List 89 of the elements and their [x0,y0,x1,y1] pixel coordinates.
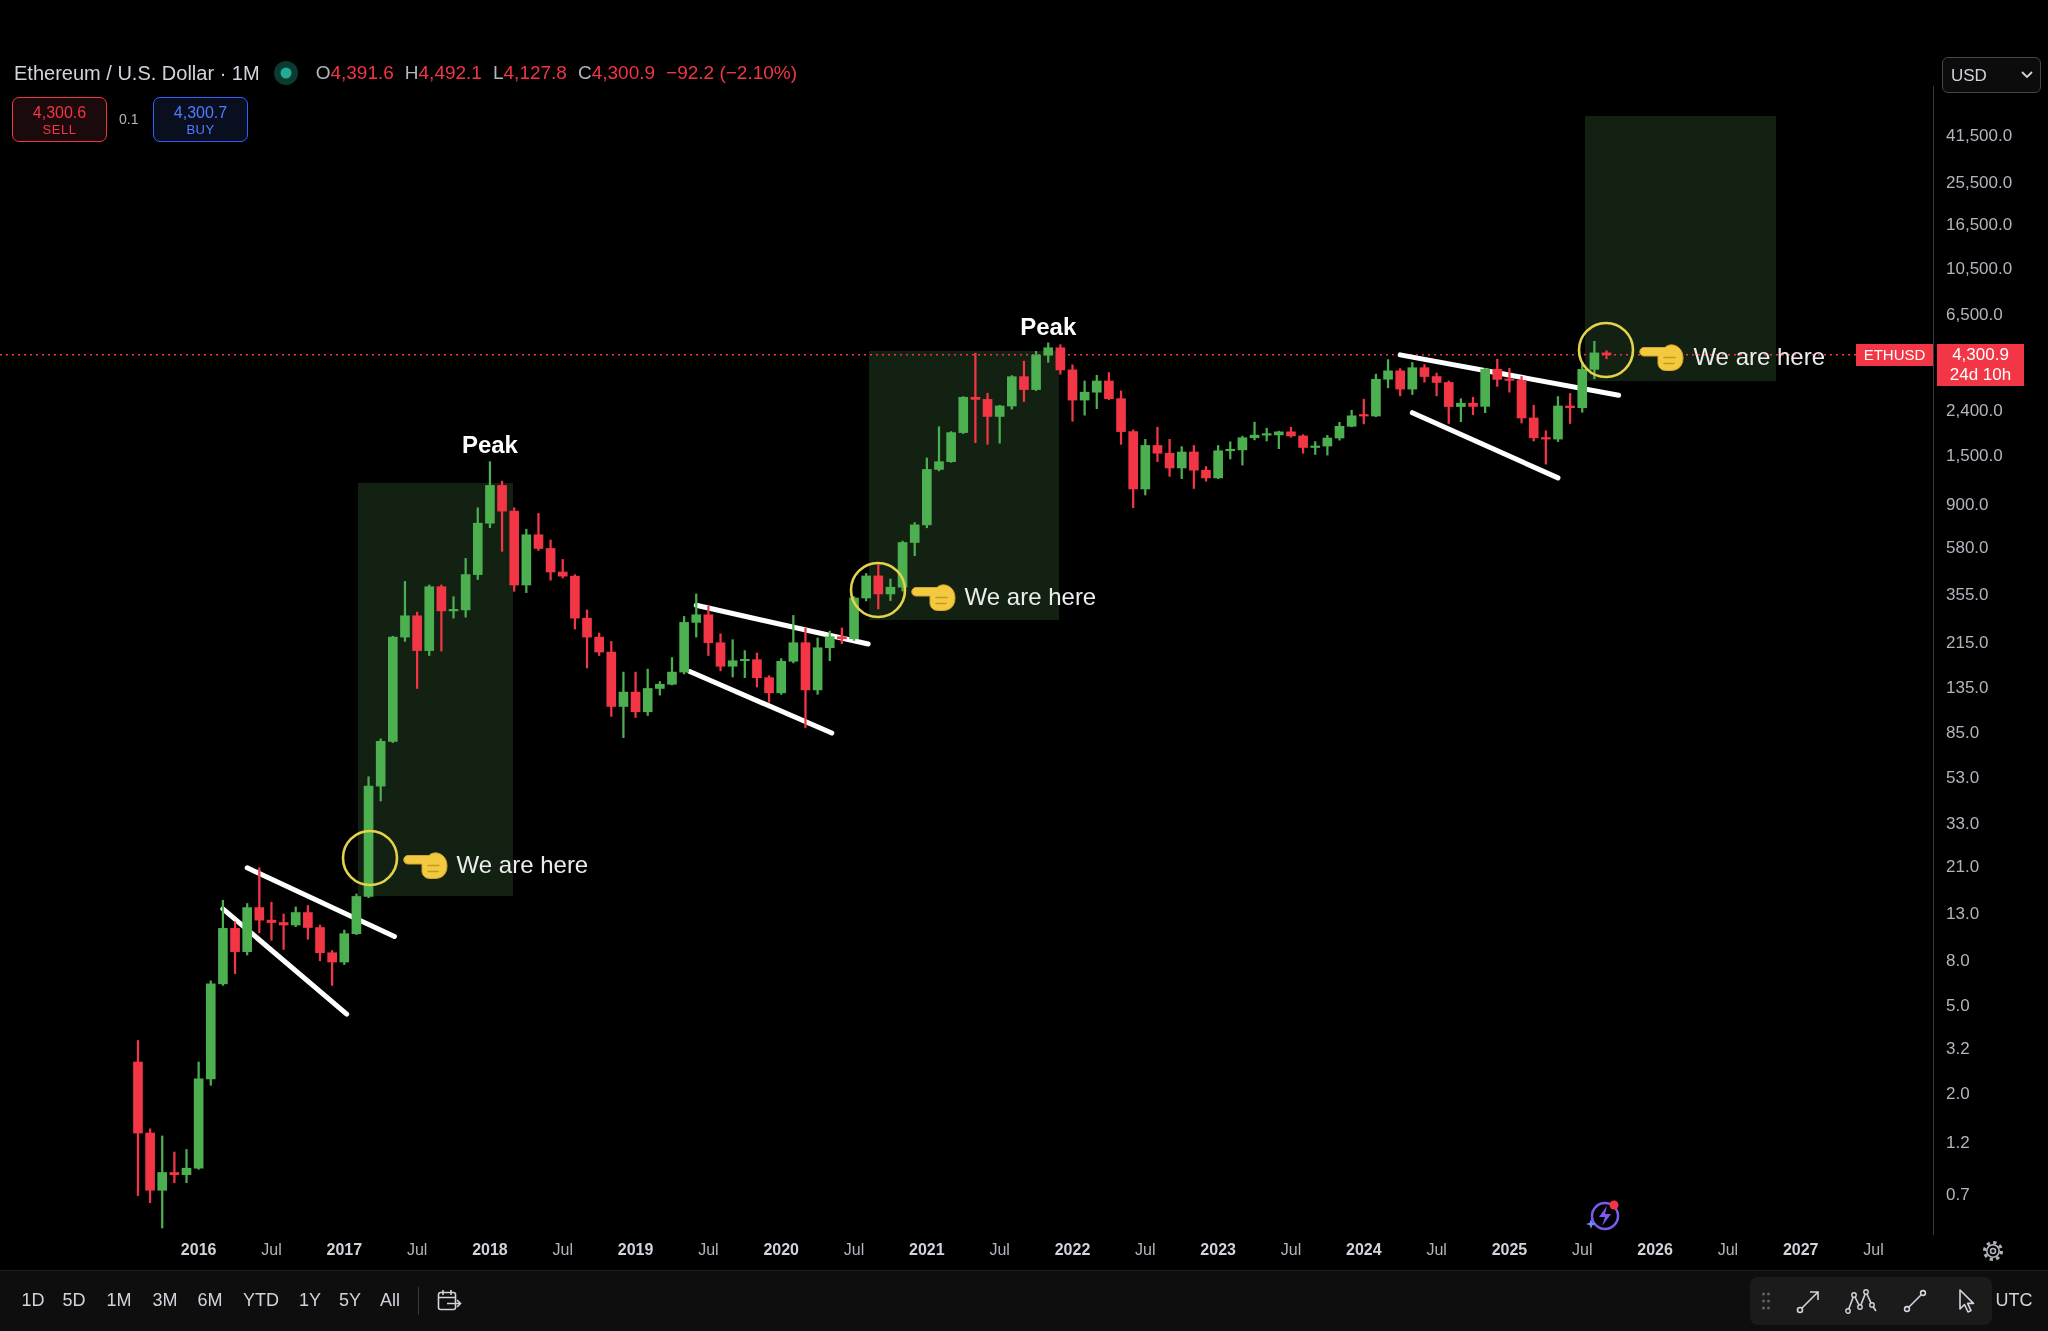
chart-title: Ethereum / U.S. Dollar · 1M [14,61,260,85]
annotation: SELL [42,121,77,137]
x-tick-label: 2020 [763,1241,800,1259]
y-tick-label: 13.0 [1946,903,1980,923]
currency-dropdown[interactable]: USD [1942,57,2041,93]
x-tick-label: 2017 [326,1241,363,1259]
x-tick-label: 2019 [617,1241,654,1259]
y-tick-label: 0.7 [1946,1185,1970,1205]
text: 1Y [298,1290,322,1311]
x-tick-label: 2023 [1200,1241,1237,1259]
y-tick-label: 1,500.0 [1946,446,2003,466]
text: L [492,61,504,85]
x-tick-label: Jul [1572,1241,1593,1259]
x-tick-label: 2024 [1345,1241,1382,1259]
text: 6M [197,1290,223,1311]
text: −92.2 (−2.10%) [666,61,798,85]
y-tick-label: 16,500.0 [1946,214,2013,234]
text: C [577,61,592,85]
y-tick-label: 5.0 [1946,995,1970,1015]
y-tick-label: 1.2 [1946,1133,1970,1153]
annotation: Peak [461,431,519,459]
x-tick-label: Jul [989,1241,1010,1259]
text: 4,300.9 [1951,344,2010,365]
x-tick-label: 2021 [909,1241,945,1259]
annotation: 4,300.7 [173,102,228,122]
y-tick-label: 580.0 [1946,537,1989,557]
text: All [379,1290,401,1311]
text: 1D [21,1290,45,1311]
text: YTD [243,1290,279,1311]
candlestick [278,913,289,950]
y-tick-label: 53.0 [1946,768,1980,788]
candlestick [1152,426,1163,462]
x-tick-label: 2016 [180,1241,217,1259]
annotation: We are here [964,583,1097,612]
x-tick-label: Jul [261,1241,282,1259]
text: 4,492.1 [418,61,482,85]
annotation: We are here [1693,343,1826,371]
y-tick-label: 215.0 [1946,633,1989,653]
y-tick-label: 85.0 [1946,722,1980,742]
candlestick [618,671,629,739]
y-tick-label: 135.0 [1946,678,1989,698]
y-tick-label: 3.2 [1946,1038,1970,1058]
text: 24d 10h [1948,364,2013,385]
annotation: Peak [1020,312,1077,340]
x-tick-label: Jul [552,1241,573,1259]
sell-button[interactable]: 4,300.6 SELL [12,97,107,142]
annotation: 0.1 [119,111,139,127]
y-tick-label: 2,400.0 [1946,400,2003,420]
y-tick-label: 25,500.0 [1946,173,2013,193]
text: 4,127.8 [503,61,567,85]
y-tick-label: 2.0 [1946,1084,1970,1104]
buy-button[interactable]: 4,300.7 BUY [153,97,248,142]
y-tick-label: 10,500.0 [1946,258,2013,278]
text: H [404,61,419,85]
text: 4,391.6 [330,61,394,85]
x-tick-label: 2022 [1054,1241,1091,1259]
x-tick-label: Jul [1863,1241,1884,1259]
candlestick [1431,372,1442,397]
x-tick-label: Jul [406,1241,428,1259]
y-tick-label: 900.0 [1946,495,1989,515]
x-tick-label: Jul [1426,1241,1447,1259]
text: 3M [152,1290,178,1311]
y-tick-label: 355.0 [1946,584,1989,604]
candlestick [266,901,277,941]
y-tick-label: 21.0 [1946,857,1980,877]
text: 5Y [338,1290,362,1311]
x-tick-label: Jul [698,1241,719,1259]
annotation: BUY [186,121,215,137]
x-tick-label: 2018 [472,1241,508,1259]
y-tick-label: 8.0 [1946,950,1970,970]
x-tick-label: 2027 [1782,1241,1819,1259]
annotation: We are here [456,851,589,879]
x-tick-label: Jul [1280,1241,1302,1259]
y-tick-label: 6,500.0 [1946,304,2003,324]
x-tick-label: Jul [1717,1241,1739,1259]
ref-line-label: ETHUSD [1856,343,1933,366]
x-tick-label: Jul [1135,1241,1156,1259]
y-tick-label: 41,500.0 [1946,126,2013,146]
annotation: 4,300.6 [32,102,87,122]
text: UTC [1995,1290,2033,1311]
text: 1M [106,1290,132,1311]
candlestick [181,1149,192,1184]
x-tick-label: Jul [843,1241,865,1259]
x-tick-label: 2026 [1637,1241,1673,1259]
x-tick-label: 2025 [1491,1241,1528,1259]
text: O [315,61,331,85]
y-tick-label: 33.0 [1946,813,1980,833]
text: 4,300.9 [591,61,656,85]
text: 5D [62,1290,86,1311]
